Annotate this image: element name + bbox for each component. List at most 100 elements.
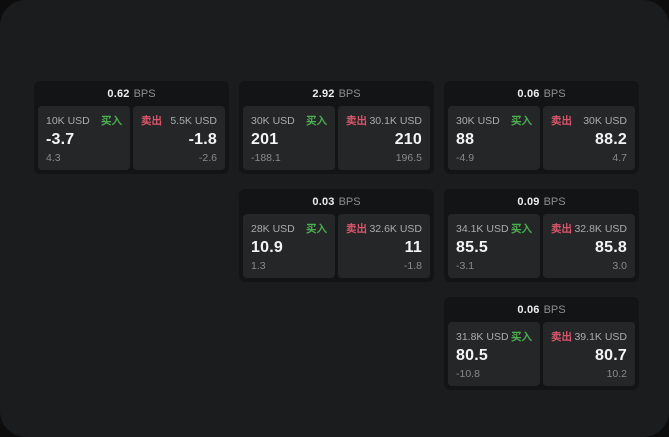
bps-value: 0.09 (517, 195, 540, 208)
bps-value: 0.03 (312, 195, 335, 208)
buy-change: 4.3 (46, 151, 61, 164)
quote-panels: 30K USD 买入 201 -188.1 卖出 30.1K USD 210 1… (239, 106, 434, 174)
quote-panels: 34.1K USD 买入 85.5 -3.1 卖出 32.8K USD 85.8… (444, 214, 639, 282)
quote-panels: 30K USD 买入 88 -4.9 卖出 30K USD 88.2 4.7 (444, 106, 639, 174)
quote-card: 0.09 BPS 34.1K USD 买入 85.5 -3.1 卖出 32.8K… (444, 189, 639, 282)
sell-change: 10.2 (606, 367, 627, 380)
sell-price: 210 (394, 130, 422, 148)
bps-unit-label: BPS (338, 87, 361, 100)
card-header: 2.92 BPS (239, 81, 434, 106)
sell-amount: 39.1K USD (574, 330, 627, 343)
quote-card: 0.62 BPS 10K USD 买入 -3.7 4.3 卖出 5.5K USD… (34, 81, 229, 174)
buy-panel-header: 34.1K USD 买入 (456, 221, 532, 236)
sell-side-label: 卖出 (346, 115, 367, 127)
buy-side-label: 买入 (101, 115, 122, 127)
buy-side-label: 买入 (306, 115, 327, 127)
sell-amount: 32.8K USD (574, 222, 627, 235)
card-header: 0.03 BPS (239, 189, 434, 214)
sell-change: -2.6 (198, 151, 217, 164)
sell-panel-header: 卖出 32.6K USD (346, 221, 422, 236)
sell-panel[interactable]: 卖出 32.6K USD 11 -1.8 (338, 214, 430, 278)
buy-panel[interactable]: 31.8K USD 买入 80.5 -10.8 (448, 322, 540, 386)
card-header: 0.62 BPS (34, 81, 229, 106)
bps-value: 0.06 (517, 87, 540, 100)
buy-amount: 34.1K USD (456, 222, 509, 235)
quote-card: 2.92 BPS 30K USD 买入 201 -188.1 卖出 30.1K … (239, 81, 434, 174)
bps-unit-label: BPS (133, 87, 156, 100)
buy-panel[interactable]: 30K USD 买入 88 -4.9 (448, 106, 540, 170)
quote-panels: 31.8K USD 买入 80.5 -10.8 卖出 39.1K USD 80.… (444, 322, 639, 390)
buy-side-label: 买入 (511, 115, 532, 127)
buy-price: 201 (251, 130, 279, 148)
sell-panel[interactable]: 卖出 39.1K USD 80.7 10.2 (543, 322, 635, 386)
quote-card: 0.06 BPS 31.8K USD 买入 80.5 -10.8 卖出 39.1… (444, 297, 639, 390)
bps-unit-label: BPS (543, 87, 566, 100)
sell-side-label: 卖出 (141, 115, 162, 127)
buy-amount: 10K USD (46, 114, 90, 127)
sell-change: 196.5 (395, 151, 422, 164)
sell-side-label: 卖出 (551, 115, 572, 127)
buy-price: -3.7 (46, 130, 75, 148)
sell-panel[interactable]: 卖出 30.1K USD 210 196.5 (338, 106, 430, 170)
buy-panel[interactable]: 34.1K USD 买入 85.5 -3.1 (448, 214, 540, 278)
sell-price: -1.8 (188, 130, 217, 148)
buy-amount: 30K USD (251, 114, 295, 127)
quote-card: 0.03 BPS 28K USD 买入 10.9 1.3 卖出 32.6K US… (239, 189, 434, 282)
buy-amount: 30K USD (456, 114, 500, 127)
sell-panel[interactable]: 卖出 30K USD 88.2 4.7 (543, 106, 635, 170)
buy-amount: 31.8K USD (456, 330, 509, 343)
buy-price: 85.5 (456, 238, 488, 256)
sell-side-label: 卖出 (551, 331, 572, 343)
quote-card: 0.06 BPS 30K USD 买入 88 -4.9 卖出 30K USD 8… (444, 81, 639, 174)
buy-panel[interactable]: 28K USD 买入 10.9 1.3 (243, 214, 335, 278)
sell-price: 80.7 (595, 346, 627, 364)
sell-amount: 30K USD (583, 114, 627, 127)
bps-unit-label: BPS (338, 195, 361, 208)
buy-amount: 28K USD (251, 222, 295, 235)
buy-price: 80.5 (456, 346, 488, 364)
buy-panel-header: 28K USD 买入 (251, 221, 327, 236)
buy-panel-header: 10K USD 买入 (46, 113, 122, 128)
bps-value: 0.06 (517, 303, 540, 316)
sell-panel-header: 卖出 30K USD (551, 113, 627, 128)
sell-side-label: 卖出 (551, 223, 572, 235)
sell-change: 4.7 (612, 151, 627, 164)
buy-price: 10.9 (251, 238, 283, 256)
buy-side-label: 买入 (511, 331, 532, 343)
sell-panel[interactable]: 卖出 32.8K USD 85.8 3.0 (543, 214, 635, 278)
sell-change: -1.8 (403, 259, 422, 272)
sell-panel[interactable]: 卖出 5.5K USD -1.8 -2.6 (133, 106, 225, 170)
buy-change: 1.3 (251, 259, 266, 272)
sell-amount: 30.1K USD (369, 114, 422, 127)
bps-value: 2.92 (312, 87, 335, 100)
sell-panel-header: 卖出 5.5K USD (141, 113, 217, 128)
sell-price: 85.8 (595, 238, 627, 256)
buy-change: -188.1 (251, 151, 281, 164)
buy-panel-header: 30K USD 买入 (456, 113, 532, 128)
sell-price: 88.2 (595, 130, 627, 148)
sell-panel-header: 卖出 30.1K USD (346, 113, 422, 128)
quotes-grid: 0.62 BPS 10K USD 买入 -3.7 4.3 卖出 5.5K USD… (34, 81, 639, 390)
sell-change: 3.0 (612, 259, 627, 272)
buy-change: -3.1 (456, 259, 475, 272)
buy-panel-header: 30K USD 买入 (251, 113, 327, 128)
buy-change: -10.8 (456, 367, 480, 380)
quote-panels: 10K USD 买入 -3.7 4.3 卖出 5.5K USD -1.8 -2.… (34, 106, 229, 174)
buy-side-label: 买入 (511, 223, 532, 235)
sell-side-label: 卖出 (346, 223, 367, 235)
bps-unit-label: BPS (543, 195, 566, 208)
buy-change: -4.9 (456, 151, 475, 164)
buy-price: 88 (456, 130, 475, 148)
card-header: 0.06 BPS (444, 81, 639, 106)
quote-panels: 28K USD 买入 10.9 1.3 卖出 32.6K USD 11 -1.8 (239, 214, 434, 282)
sell-amount: 5.5K USD (170, 114, 217, 127)
buy-panel-header: 31.8K USD 买入 (456, 329, 532, 344)
sell-panel-header: 卖出 39.1K USD (551, 329, 627, 344)
bps-unit-label: BPS (543, 303, 566, 316)
sell-amount: 32.6K USD (369, 222, 422, 235)
buy-panel[interactable]: 10K USD 买入 -3.7 4.3 (38, 106, 130, 170)
sell-price: 11 (404, 238, 422, 256)
buy-panel[interactable]: 30K USD 买入 201 -188.1 (243, 106, 335, 170)
buy-side-label: 买入 (306, 223, 327, 235)
